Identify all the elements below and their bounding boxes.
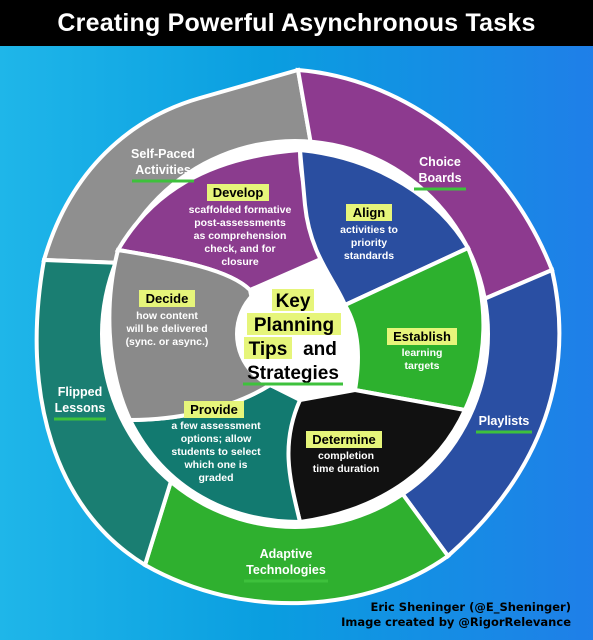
outer-label-self-paced-line2: Activities <box>135 163 191 177</box>
credit-block: Eric Sheninger (@E_Sheninger) Image crea… <box>341 600 571 630</box>
outer-label-self-paced-line1: Self-Paced <box>131 147 195 161</box>
center-highlight-planning <box>247 313 341 335</box>
develop-desc-line5: closure <box>221 256 259 268</box>
outer-label-adaptive-line1: Adaptive <box>260 547 313 561</box>
establish-desc-line2: targets <box>404 360 439 372</box>
align-desc-line3: standards <box>344 250 394 262</box>
center-highlight-tips <box>244 337 292 359</box>
credit-author: Eric Sheninger (@E_Sheninger) <box>370 600 572 614</box>
title-bar: Creating Powerful Asynchronous Tasks <box>0 0 593 46</box>
keyword-highlight-provide <box>184 401 244 418</box>
develop-desc-line2: post-assessments <box>194 217 286 229</box>
center-line-and: and <box>303 339 337 360</box>
keyword-provide: Provide <box>190 402 238 417</box>
center-line-strategies: Strategies <box>247 363 339 384</box>
outer-label-playlists: Playlists <box>479 414 530 428</box>
keyword-decide: Decide <box>146 291 189 306</box>
establish-desc-line1: learning <box>402 347 443 359</box>
keyword-develop: Develop <box>213 185 264 200</box>
keyword-highlight-align <box>346 204 392 221</box>
inner-labels: Develop scaffolded formative post-assess… <box>125 184 457 484</box>
center-line-tips: Tips <box>249 339 288 360</box>
center-text: Key Planning Tips and Strategies <box>243 289 343 386</box>
outer-labels: Self-Paced Activities Choice Boards Play… <box>54 147 532 583</box>
outer-label-adaptive-line2: Technologies <box>246 563 326 577</box>
determine-desc-line1: completion <box>318 450 374 462</box>
provide-desc-line3: students to select <box>171 446 261 458</box>
provide-desc-line4: which one is <box>183 459 247 471</box>
provide-desc-line1: a few assessment <box>171 420 261 432</box>
develop-desc-line3: as comprehension <box>194 230 287 242</box>
outer-label-choice-line2: Boards <box>418 171 461 185</box>
provide-desc-line5: graded <box>198 472 233 484</box>
page-title: Creating Powerful Asynchronous Tasks <box>57 8 536 37</box>
credit-created-by: Image created by @RigorRelevance <box>341 615 571 629</box>
keyword-highlight-develop <box>207 184 269 201</box>
outer-label-flipped-line2: Lessons <box>55 401 106 415</box>
keyword-align: Align <box>353 205 386 220</box>
keyword-highlight-establish <box>387 328 457 345</box>
keyword-highlight-determine <box>306 431 382 448</box>
align-desc-line2: priority <box>351 237 387 249</box>
decide-desc-line2: will be delivered <box>125 323 207 335</box>
decide-desc-line1: how content <box>136 310 198 322</box>
align-desc-line1: activities to <box>340 224 398 236</box>
outer-label-flipped-line1: Flipped <box>58 385 102 399</box>
inner-ring <box>107 147 486 525</box>
center-line-key: Key <box>276 291 311 312</box>
center-line-planning: Planning <box>254 315 334 336</box>
determine-desc-line2: time duration <box>313 463 380 475</box>
keyword-determine: Determine <box>312 432 376 447</box>
center-highlight-key <box>272 289 314 311</box>
develop-desc-line4: check, and for <box>204 243 275 255</box>
keyword-establish: Establish <box>393 329 451 344</box>
provide-desc-line2: options; allow <box>181 433 252 445</box>
develop-desc-line1: scaffolded formative <box>189 204 292 216</box>
keyword-highlight-decide <box>139 290 195 307</box>
outer-label-choice-line1: Choice <box>419 155 461 169</box>
decide-desc-line3: (sync. or async.) <box>126 336 209 348</box>
